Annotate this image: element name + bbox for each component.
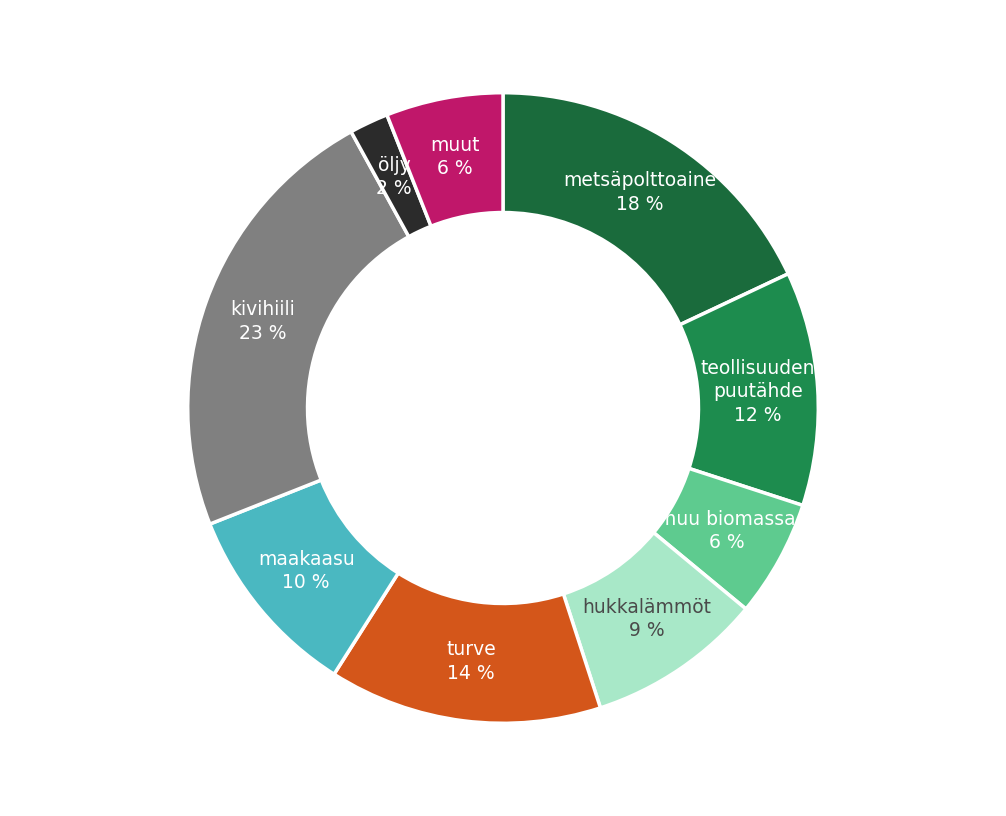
Text: maakaasu
10 %: maakaasu 10 %	[258, 549, 354, 592]
Text: turve
14 %: turve 14 %	[446, 640, 496, 683]
Wedge shape	[351, 115, 431, 237]
Text: muu biomassa
6 %: muu biomassa 6 %	[658, 510, 796, 552]
Wedge shape	[563, 533, 745, 707]
Text: muut
6 %: muut 6 %	[431, 136, 480, 179]
Wedge shape	[334, 573, 601, 723]
Text: hukkalämmöt
9 %: hukkalämmöt 9 %	[582, 598, 711, 641]
Wedge shape	[188, 131, 408, 524]
Wedge shape	[680, 273, 818, 505]
Wedge shape	[654, 468, 803, 609]
Wedge shape	[210, 480, 398, 674]
Text: öljy
2 %: öljy 2 %	[376, 156, 412, 198]
Text: teollisuuden
puutähde
12 %: teollisuuden puutähde 12 %	[700, 359, 815, 425]
Wedge shape	[503, 93, 789, 325]
Text: metsäpolttoaine
18 %: metsäpolttoaine 18 %	[563, 171, 716, 214]
Wedge shape	[387, 93, 503, 226]
Text: kivihiili
23 %: kivihiili 23 %	[230, 300, 295, 343]
